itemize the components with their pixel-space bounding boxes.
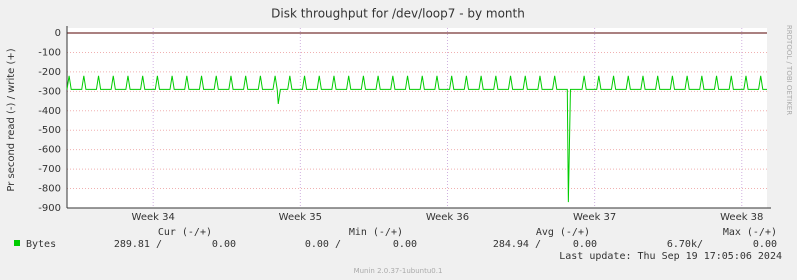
legend-value: 0.00 bbox=[753, 239, 777, 250]
legend-entry: Bytes bbox=[26, 239, 56, 250]
y-tick-label: -200 bbox=[38, 67, 61, 78]
legend-value: 6.70k/ bbox=[667, 239, 703, 250]
x-tick-label: Week 38 bbox=[720, 212, 763, 223]
legend-value: 0.00 / bbox=[305, 239, 341, 250]
x-tick-label: Week 37 bbox=[573, 212, 616, 223]
legend-header: Avg (-/+) bbox=[536, 227, 590, 238]
series-line bbox=[66, 75, 767, 203]
plot-area bbox=[67, 28, 767, 208]
x-tick-label: Week 35 bbox=[279, 212, 322, 223]
x-tick-label: Week 34 bbox=[132, 212, 175, 223]
y-tick-label: 0 bbox=[55, 28, 61, 39]
footer: Munin 2.0.37-1ubuntu0.1 bbox=[354, 267, 443, 275]
legend-header: Cur (-/+) bbox=[158, 227, 212, 238]
chart-title: Disk throughput for /dev/loop7 - by mont… bbox=[271, 7, 525, 21]
y-tick-label: -500 bbox=[38, 125, 61, 136]
y-tick-label: -100 bbox=[38, 47, 61, 58]
legend-swatch bbox=[14, 240, 20, 246]
legend-value: 284.94 / bbox=[493, 239, 541, 250]
legend-value: 289.81 / bbox=[114, 239, 162, 250]
y-tick-label: -300 bbox=[38, 86, 61, 97]
legend-value: 0.00 bbox=[393, 239, 417, 250]
y-tick-label: -900 bbox=[38, 203, 61, 214]
legend-header: Max (-/+) bbox=[723, 227, 777, 238]
legend-header: Min (-/+) bbox=[349, 227, 403, 238]
y-tick-label: -400 bbox=[38, 106, 61, 117]
y-axis-label: Pr second read (-) / write (+) bbox=[6, 48, 17, 191]
side-label: RRDTOOL / TOBI OETIKER bbox=[785, 25, 793, 115]
y-tick-label: -700 bbox=[38, 164, 61, 175]
legend-value: 0.00 bbox=[212, 239, 236, 250]
legend-value: 0.00 bbox=[573, 239, 597, 250]
y-tick-label: -800 bbox=[38, 184, 61, 195]
y-tick-label: -600 bbox=[38, 145, 61, 156]
x-tick-label: Week 36 bbox=[426, 212, 469, 223]
last-update: Last update: Thu Sep 19 17:05:06 2024 bbox=[559, 251, 782, 262]
